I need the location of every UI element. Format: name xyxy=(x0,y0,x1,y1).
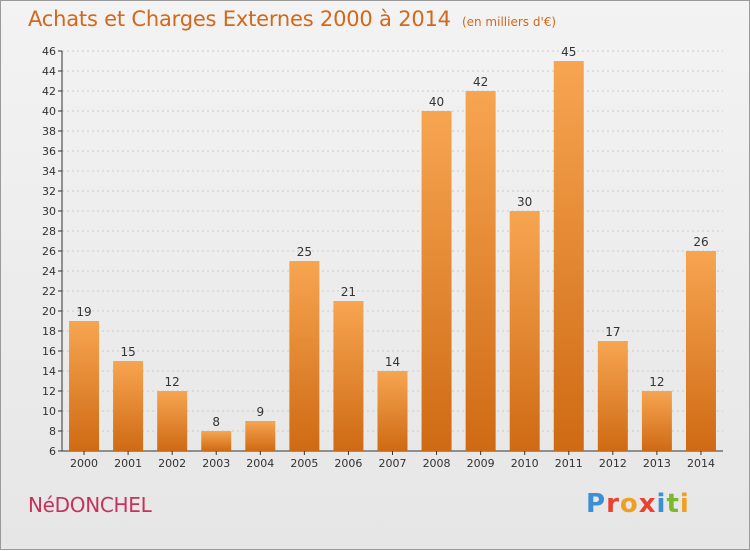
x-tick-label: 2010 xyxy=(511,457,539,470)
bar-value-label: 9 xyxy=(256,405,264,419)
x-tick-label: 2008 xyxy=(423,457,451,470)
x-tick-label: 2005 xyxy=(290,457,318,470)
bar-value-label: 26 xyxy=(693,235,708,249)
y-tick-label: 6 xyxy=(49,445,56,458)
bar-2007 xyxy=(377,371,408,451)
commune-name: NéDONCHEL xyxy=(28,493,152,517)
bar-value-label: 30 xyxy=(517,195,532,209)
proxiti-logo: Proxiti xyxy=(586,489,690,519)
bar-value-label: 8 xyxy=(212,415,220,429)
chart-title: Achats et Charges Externes 2000 à 2014 xyxy=(28,7,451,31)
bar-2006 xyxy=(333,301,364,451)
bar-2010 xyxy=(509,211,540,451)
bar-value-label: 19 xyxy=(76,305,91,319)
logo-letter: t xyxy=(666,489,680,519)
y-tick-label: 10 xyxy=(42,405,56,418)
x-tick-label: 2001 xyxy=(114,457,142,470)
y-tick-label: 26 xyxy=(42,245,56,258)
x-tick-label: 2007 xyxy=(379,457,407,470)
y-tick-label: 32 xyxy=(42,185,56,198)
bar-2004 xyxy=(245,421,276,451)
logo-letter: r xyxy=(606,489,620,519)
logo-letter: x xyxy=(638,489,657,519)
x-tick-label: 2006 xyxy=(334,457,362,470)
bar-2000 xyxy=(69,321,100,451)
bar-2005 xyxy=(289,261,320,451)
y-tick-label: 30 xyxy=(42,205,56,218)
bar-2009 xyxy=(465,91,496,451)
bar-value-label: 12 xyxy=(165,375,180,389)
y-tick-label: 24 xyxy=(42,265,56,278)
y-tick-label: 44 xyxy=(42,65,56,78)
logo-letter: o xyxy=(619,489,639,519)
y-tick-label: 42 xyxy=(42,85,56,98)
bar-2008 xyxy=(421,111,452,451)
bar-2014 xyxy=(685,251,716,451)
bar-2011 xyxy=(553,61,584,451)
bar-2002 xyxy=(157,391,188,451)
bar-value-label: 12 xyxy=(649,375,664,389)
title-row: Achats et Charges Externes 2000 à 2014 (… xyxy=(28,7,556,31)
y-tick-label: 18 xyxy=(42,325,56,338)
y-tick-label: 16 xyxy=(42,345,56,358)
x-tick-label: 2009 xyxy=(467,457,495,470)
chart-subtitle: (en milliers d'€) xyxy=(461,15,557,29)
y-tick-label: 36 xyxy=(42,145,56,158)
y-tick-label: 40 xyxy=(42,105,56,118)
y-tick-label: 12 xyxy=(42,385,56,398)
bar-2012 xyxy=(597,341,628,451)
bar-value-label: 17 xyxy=(605,325,620,339)
x-tick-label: 2013 xyxy=(643,457,671,470)
bar-value-label: 25 xyxy=(297,245,312,259)
bar-value-label: 45 xyxy=(561,45,576,59)
bar-value-label: 14 xyxy=(385,355,400,369)
bar-value-label: 40 xyxy=(429,95,444,109)
y-tick-label: 34 xyxy=(42,165,56,178)
logo-letter: P xyxy=(586,489,607,519)
x-tick-label: 2003 xyxy=(202,457,230,470)
logo-letter: i xyxy=(656,489,667,519)
x-tick-label: 2000 xyxy=(70,457,98,470)
bar-value-label: 42 xyxy=(473,75,488,89)
bar-2001 xyxy=(113,361,144,451)
x-tick-label: 2011 xyxy=(555,457,583,470)
y-tick-label: 20 xyxy=(42,305,56,318)
logo-letter: i xyxy=(679,489,690,519)
bar-2013 xyxy=(641,391,672,451)
x-tick-label: 2012 xyxy=(599,457,627,470)
x-tick-label: 2004 xyxy=(246,457,274,470)
y-tick-label: 22 xyxy=(42,285,56,298)
y-tick-label: 38 xyxy=(42,125,56,138)
y-tick-label: 14 xyxy=(42,365,56,378)
bar-value-label: 21 xyxy=(341,285,356,299)
x-tick-label: 2014 xyxy=(687,457,715,470)
y-tick-label: 8 xyxy=(49,425,56,438)
x-tick-label: 2002 xyxy=(158,457,186,470)
bar-value-label: 15 xyxy=(120,345,135,359)
y-tick-label: 46 xyxy=(42,45,56,58)
bar-2003 xyxy=(201,431,232,451)
y-tick-label: 28 xyxy=(42,225,56,238)
